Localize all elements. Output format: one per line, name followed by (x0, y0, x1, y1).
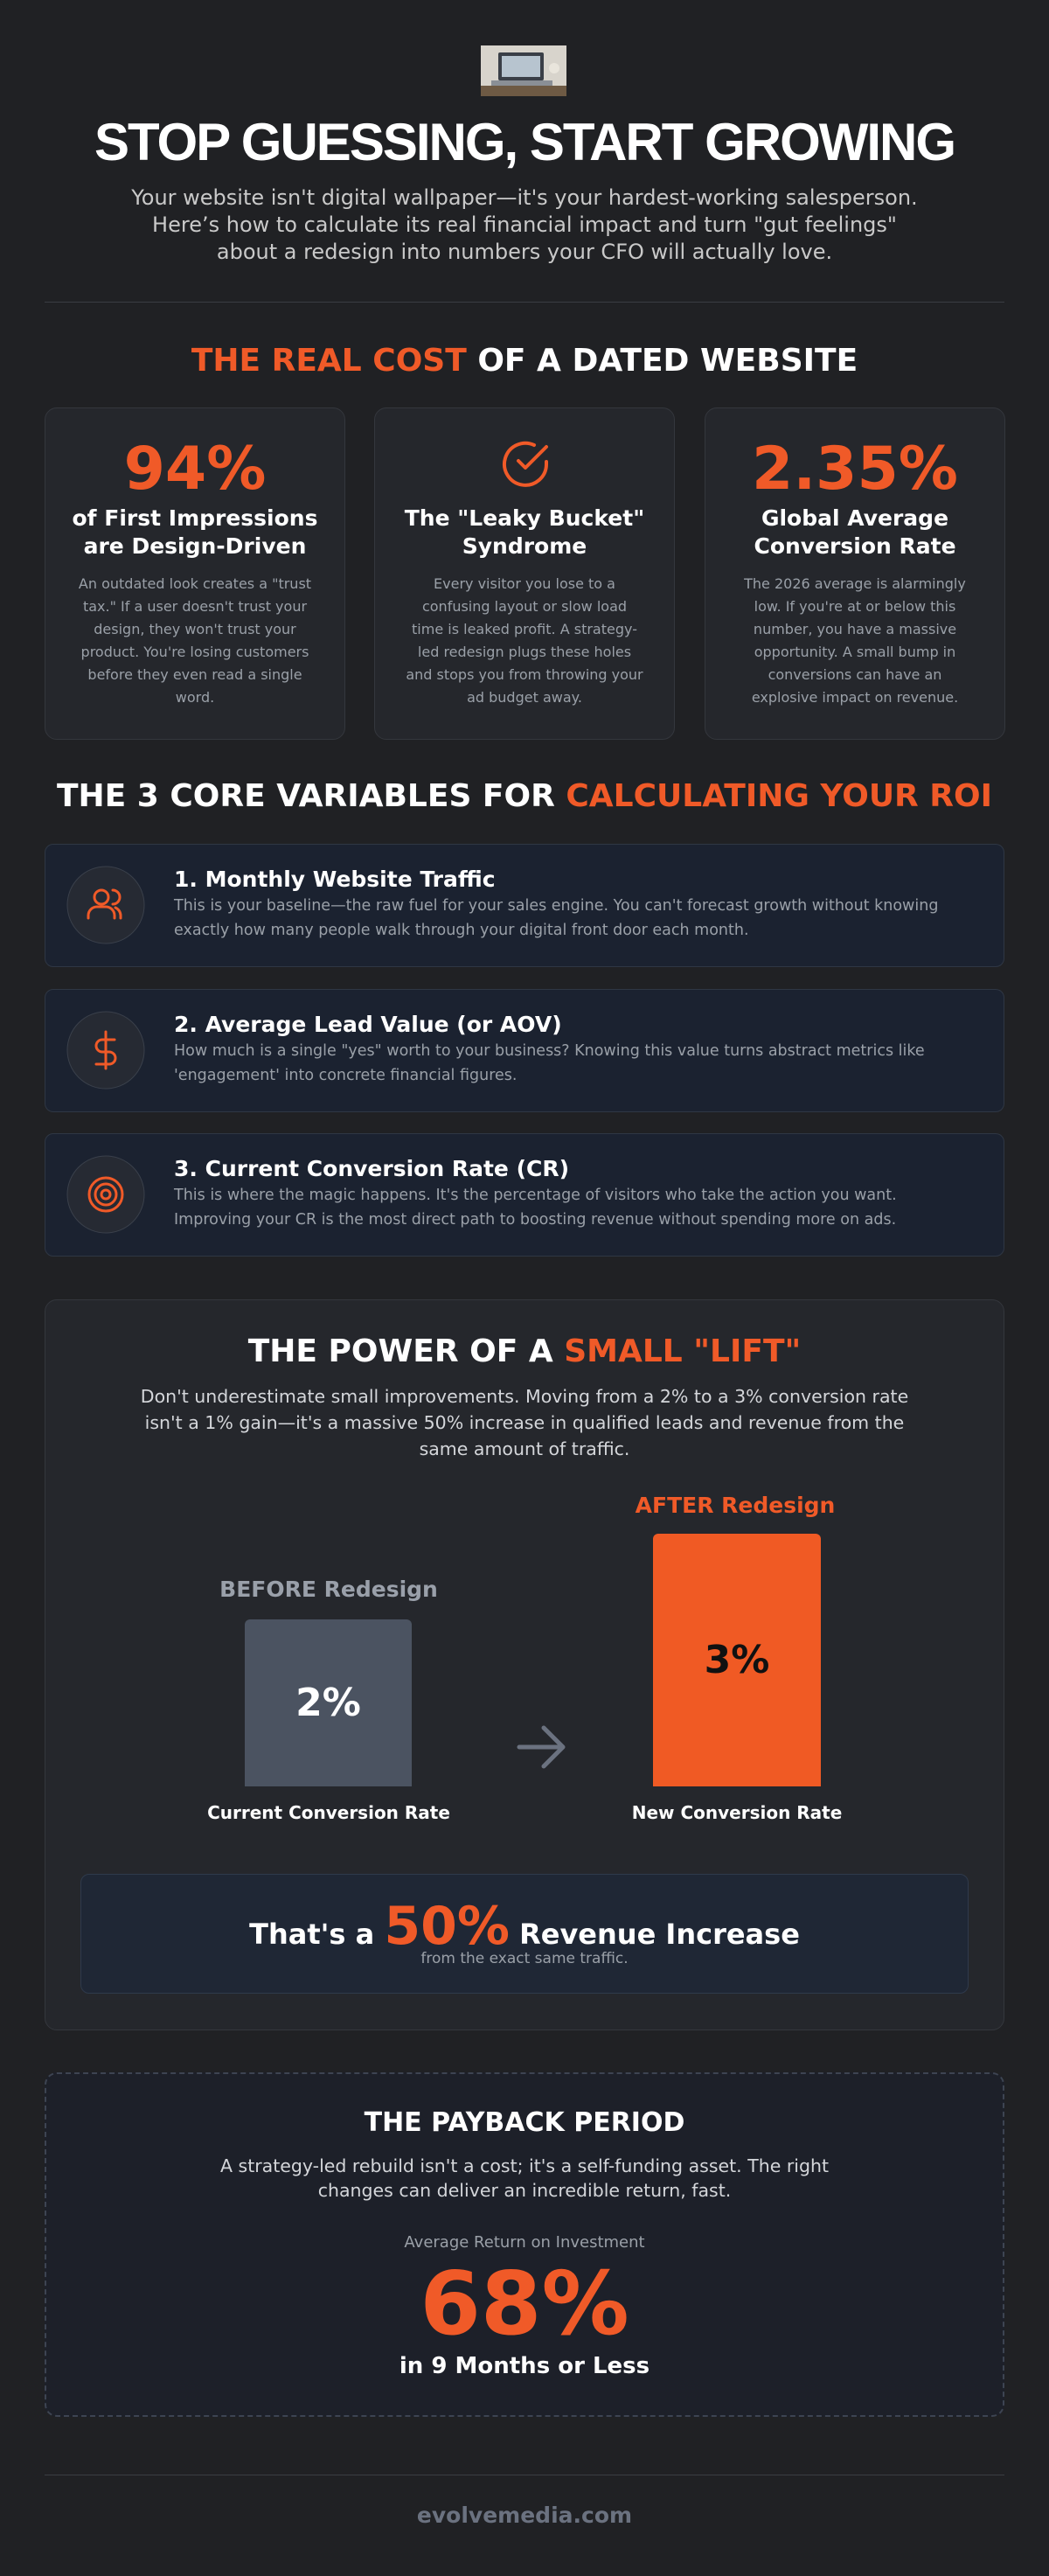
result-note: from the exact same traffic. (420, 1950, 629, 1967)
payback-text: A strategy-led rebuild isn't a cost; it'… (220, 2155, 829, 2201)
result-prefix: That's a (249, 1918, 375, 1951)
highlight: CALCULATING YOUR ROI (566, 778, 993, 814)
result-value: 50% (384, 1896, 510, 1957)
variable-title: 3. Current Conversion Rate (CR) (174, 1156, 570, 1181)
payback-panel (45, 2072, 1004, 2417)
variable-title: 2. Average Lead Value (or AOV) (174, 1012, 562, 1037)
card-text: An outdated look creates a "trust tax." … (78, 575, 312, 706)
payback-label: Average Return on Investment (404, 2233, 645, 2252)
subtitle: Your website isn't digital wallpaper—it'… (131, 185, 918, 264)
footer-text: evolvemedia.com (416, 2503, 633, 2528)
stat: 94% (123, 435, 267, 504)
result-suffix: Revenue Increase (519, 1918, 800, 1951)
card-text: The 2026 average is alarmingly low. If y… (744, 575, 966, 706)
card-heading: Global Average Conversion Rate (754, 505, 956, 559)
result-box (80, 1874, 969, 1994)
after-caption: New Conversion Rate (631, 1802, 843, 1823)
variable-card: 3. Current Conversion Rate (CR) This is … (45, 1133, 1004, 1257)
stat-card: 2.35% Global Average Conversion Rate The… (705, 407, 1005, 740)
before-label: BEFORE Redesign (219, 1577, 438, 1602)
after-label: AFTER Redesign (635, 1493, 836, 1518)
payback-value: 68% (420, 2252, 629, 2355)
before-bar: 2% (245, 1619, 412, 1786)
variable-title: 1. Monthly Website Traffic (174, 867, 496, 892)
stat-card: The "Leaky Bucket" Syndrome Every visito… (374, 407, 675, 740)
users-icon (66, 866, 145, 944)
highlight: SMALL "LIFT" (564, 1333, 802, 1369)
section-title: THE 3 CORE VARIABLES FOR CALCULATING YOU… (0, 776, 1049, 817)
divider (45, 302, 1004, 303)
check-icon (503, 441, 548, 487)
payback-title: THE PAYBACK PERIOD (364, 2107, 685, 2138)
arrow-icon (517, 1725, 566, 1769)
section-title: THE POWER OF A SMALL "LIFT" (0, 1332, 1049, 1372)
variable-text: This is where the magic happens. It's th… (174, 1187, 897, 1229)
title-text: THE POWER OF A (247, 1333, 553, 1369)
variable-card: 2. Average Lead Value (or AOV) How much … (45, 989, 1004, 1112)
card-text: Every visitor you lose to a confusing la… (406, 575, 643, 706)
payback-caption: in 9 Months or Less (399, 2353, 650, 2379)
title: STOP GUESSING, START GROWING (94, 113, 956, 171)
title-text: OF A DATED WEBSITE (477, 343, 858, 379)
stat: 2.35% (752, 435, 958, 504)
section-title: THE REAL COST OF A DATED WEBSITE (0, 341, 1049, 381)
lift-text: Don't underestimate small improvements. … (140, 1386, 909, 1459)
card-heading: The "Leaky Bucket" Syndrome (404, 505, 645, 559)
title-text: THE 3 CORE VARIABLES FOR (56, 778, 555, 814)
variable-text: This is your baseline—the raw fuel for y… (174, 897, 939, 939)
stat-card: 94% of First Impressions are Design-Driv… (45, 407, 345, 740)
variable-card: 1. Monthly Website Traffic This is your … (45, 844, 1004, 967)
target-icon (66, 1155, 145, 1234)
before-caption: Current Conversion Rate (207, 1802, 450, 1823)
result-line: That's a 50% Revenue Increase (0, 1897, 1049, 1963)
highlight: THE REAL COST (191, 343, 467, 379)
dollar-icon (66, 1011, 145, 1090)
card-heading: of First Impressions are Design-Driven (72, 505, 318, 559)
after-bar: 3% (653, 1534, 821, 1786)
header-image (481, 45, 566, 96)
variable-text: How much is a single "yes" worth to your… (174, 1042, 925, 1084)
